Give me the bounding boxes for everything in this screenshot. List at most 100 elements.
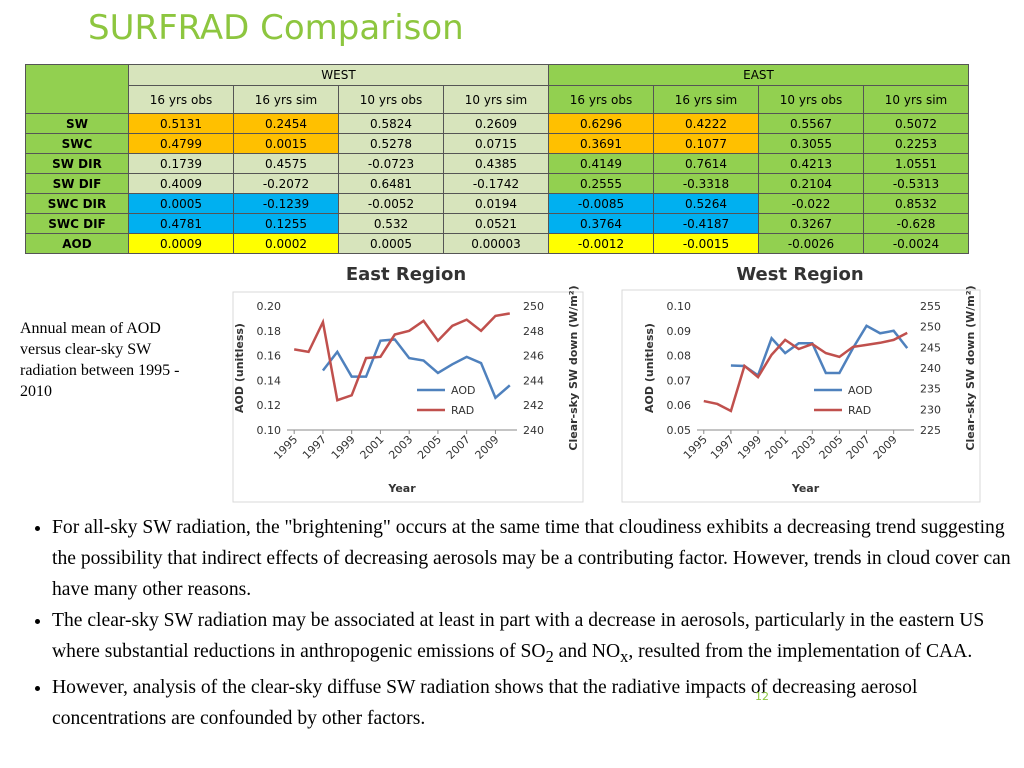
- table-cell: 0.4799: [128, 133, 234, 154]
- table-cell: 0.2609: [443, 113, 549, 134]
- y2-tick-label: 246: [523, 350, 544, 363]
- x-tick-label: 1997: [300, 433, 329, 462]
- x-tick-label: 1995: [271, 433, 300, 462]
- x-tick-label: 2001: [762, 433, 791, 462]
- table-cell: -0.0012: [548, 233, 654, 254]
- table-cell: 0.5072: [863, 113, 969, 134]
- table-cell: 0.2555: [548, 173, 654, 194]
- y-tick-label: 0.16: [257, 350, 282, 363]
- y-axis-label: AOD (unitless): [643, 323, 656, 413]
- text: , resulted from the implementation of CA…: [628, 641, 973, 662]
- x-tick-label: 2009: [473, 433, 502, 462]
- column-header: 10 yrs sim: [863, 85, 969, 114]
- y-tick-label: 0.07: [667, 374, 692, 387]
- table-cell: 0.3267: [758, 213, 864, 234]
- text: The clear-sky SW radiation may be associ…: [52, 610, 985, 662]
- subscript: 2: [545, 646, 554, 666]
- table-row: SWC DIF 0.4781 0.1255 0.532 0.0521 0.3764 -0.4…: [25, 213, 969, 234]
- x-tick-label: 2003: [789, 433, 818, 462]
- series-line: [293, 312, 511, 402]
- x-tick-label: 1999: [329, 433, 358, 462]
- y-tick-label: 0.08: [667, 350, 692, 363]
- x-tick-label: 2005: [817, 433, 846, 462]
- table-cell: 0.0009: [128, 233, 234, 254]
- table-cell: -0.0026: [758, 233, 864, 254]
- text: and NO: [553, 641, 621, 662]
- table-cell: -0.0052: [338, 193, 444, 214]
- y-tick-label: 0.10: [667, 300, 692, 313]
- x-tick-label: 2007: [844, 433, 873, 462]
- table-cell: -0.0015: [653, 233, 759, 254]
- table-cell: -0.4187: [653, 213, 759, 234]
- table-cell: 0.00003: [443, 233, 549, 254]
- column-header: 16 yrs sim: [233, 85, 339, 114]
- charts: East Region 0.10 0.12 0.14 0.16 0.18 0.20 240 24…: [232, 264, 981, 503]
- table-cell: 0.8532: [863, 193, 969, 214]
- table-cell: -0.3318: [653, 173, 759, 194]
- table-cell: -0.5313: [863, 173, 969, 194]
- y2-tick-label: 250: [523, 300, 544, 313]
- table-cell: 0.4781: [128, 213, 234, 234]
- table-row: SW 0.5131 0.2454 0.5824 0.2609 0.6296 0.4222 0.…: [25, 113, 969, 134]
- table-cell: 0.0194: [443, 193, 549, 214]
- chart-title: East Region: [346, 264, 466, 285]
- chart-title: West Region: [736, 264, 863, 285]
- legend-label: RAD: [451, 404, 474, 417]
- y-tick-label: 0.06: [667, 399, 692, 412]
- table-row: SWC 0.4799 0.0015 0.5278 0.0715 0.3691 0.1077 0…: [25, 133, 969, 154]
- y2-tick-label: 255: [920, 300, 941, 313]
- table-cell: 0.4575: [233, 153, 339, 174]
- table-cell: -0.0085: [548, 193, 654, 214]
- table-cell: 0.5264: [653, 193, 759, 214]
- column-header: 16 yrs obs: [548, 85, 654, 114]
- column-header: 10 yrs sim: [443, 85, 549, 114]
- y2-tick-label: 250: [920, 321, 941, 334]
- table-cell: 0.4009: [128, 173, 234, 194]
- bullet-list: For all-sky SW radiation, the "brighteni…: [24, 512, 1014, 734]
- page-number: 12: [755, 690, 769, 703]
- y-tick-label: 0.18: [257, 325, 282, 338]
- table-cell: 0.0715: [443, 133, 549, 154]
- x-axis-label: Year: [387, 482, 416, 495]
- y-tick-label: 0.09: [667, 325, 692, 338]
- table-cell: -0.0723: [338, 153, 444, 174]
- legend-label: RAD: [848, 404, 871, 417]
- bullet: The clear-sky SW radiation may be associ…: [52, 605, 1014, 672]
- y2-tick-label: 242: [523, 399, 544, 412]
- y2-tick-label: 240: [920, 362, 941, 375]
- table-cell: 0.5824: [338, 113, 444, 134]
- x-tick-label: 1997: [708, 433, 737, 462]
- legend-label: AOD: [451, 384, 475, 397]
- table-cell: 0.5278: [338, 133, 444, 154]
- corner-cell: [25, 64, 129, 114]
- column-header: 16 yrs obs: [128, 85, 234, 114]
- table-cell: 0.0521: [443, 213, 549, 234]
- column-header: 10 yrs obs: [758, 85, 864, 114]
- group-header: EAST: [548, 64, 969, 86]
- table-cell: 0.4385: [443, 153, 549, 174]
- y2-tick-label: 235: [920, 383, 941, 396]
- x-tick-label: 1995: [681, 433, 710, 462]
- series-line: [703, 331, 908, 413]
- series-line: [321, 338, 511, 400]
- table-row: AOD 0.0009 0.0002 0.0005 0.00003 -0.0012 -0.00…: [25, 233, 969, 254]
- bullet: However, analysis of the clear-sky diffu…: [52, 672, 1014, 734]
- table-cell: 0.7614: [653, 153, 759, 174]
- x-tick-label: 2009: [871, 433, 900, 462]
- table-cell: -0.628: [863, 213, 969, 234]
- table-cell: 0.532: [338, 213, 444, 234]
- table-cell: 0.4149: [548, 153, 654, 174]
- y-tick-label: 0.12: [257, 399, 282, 412]
- y-tick-label: 0.05: [667, 424, 692, 437]
- table-cell: 0.2454: [233, 113, 339, 134]
- caption: Annual mean of AOD versus clear-sky SW r…: [20, 320, 180, 400]
- table-row: SW DIR 0.1739 0.4575 -0.0723 0.4385 0.4149 0.7…: [25, 153, 969, 174]
- table-cell: -0.1742: [443, 173, 549, 194]
- y-tick-label: 0.10: [257, 424, 282, 437]
- y2-tick-label: 240: [523, 424, 544, 437]
- chart-frame: [232, 291, 584, 503]
- table-cell: 0.0002: [233, 233, 339, 254]
- series-line: [730, 324, 909, 378]
- table-row: WEST EAST: [25, 64, 969, 114]
